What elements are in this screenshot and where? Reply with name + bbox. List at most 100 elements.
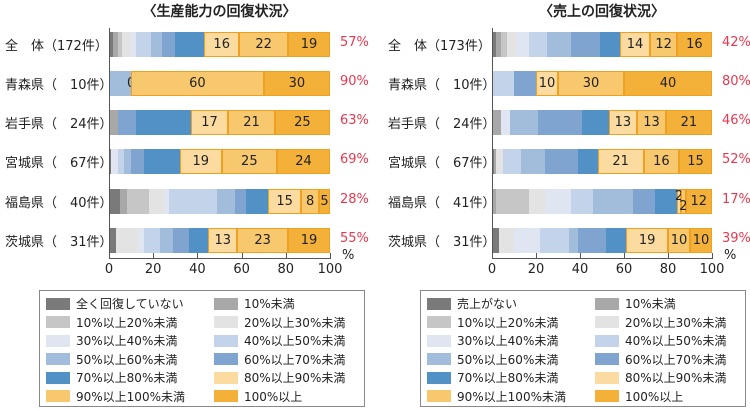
x-axis-line (492, 258, 713, 259)
x-tick (668, 253, 669, 258)
bar-value-label: 8 (305, 194, 315, 209)
bar-segment (514, 71, 536, 96)
bar-segment (288, 228, 330, 253)
legend-item: 90%以上100%未満 (46, 388, 185, 405)
legend-label: 10%未満 (244, 297, 295, 311)
legend-label: 90%以上100%未満 (76, 389, 185, 404)
legend-item: 90%以上100%未満 (427, 388, 566, 405)
bar-value-label: 19 (300, 37, 318, 52)
row-label: 福島県（ 40件） (5, 196, 113, 211)
legend-item: 70%以上80%未満 (46, 369, 177, 386)
row-label: 茨城県（ 31件） (5, 235, 113, 250)
bar-segment (496, 189, 530, 214)
x-tick-label: 80 (659, 262, 677, 277)
bar-value-label: 5 (320, 194, 329, 209)
bar-segment (109, 149, 112, 174)
bar-segment (676, 32, 712, 57)
bar-segment (496, 149, 503, 174)
legend-item: 10%未満 (214, 295, 295, 312)
x-tick (330, 253, 331, 258)
bar-value-label: 2 (679, 199, 688, 214)
x-unit-label: % (342, 248, 355, 263)
bar-value-label: 10 (692, 233, 710, 248)
x-tick-label: 60 (233, 262, 250, 277)
recovery-rate: 28% (340, 192, 369, 207)
bar-value-label: 2 (674, 189, 684, 204)
bar-segment (148, 189, 165, 214)
legend-swatch (427, 316, 451, 328)
bar-segment (509, 110, 539, 135)
bar-segment (608, 110, 638, 135)
bar-segment (654, 189, 677, 214)
bar-segment (685, 189, 712, 214)
row-label: 岩手県（ 24件） (388, 117, 496, 132)
legend-swatch (46, 371, 70, 384)
bar-segment (547, 32, 572, 57)
bar-segment (632, 189, 655, 214)
bar-segment (234, 189, 247, 214)
legend-swatch (595, 371, 619, 384)
legend-label: 90%以上100%未満 (457, 389, 566, 404)
legend-label: 80%以上90%未満 (244, 371, 346, 385)
bar-value-label: 13 (643, 115, 660, 130)
bar-segment (599, 32, 620, 57)
recovery-rate: 63% (340, 113, 369, 128)
bar-segment (492, 110, 501, 135)
legend-swatch (427, 371, 451, 384)
bar-segment (516, 32, 530, 57)
bar-segment (109, 189, 121, 214)
bar-value-label: 16 (653, 154, 670, 169)
bar-segment (124, 149, 132, 174)
bar-segment (558, 71, 624, 96)
bar-segment (492, 228, 499, 253)
recovery-rate: 52% (722, 152, 750, 167)
bar-segment (144, 228, 160, 253)
legend: 全く回復していない 10%未満 10%以上20%未満 20%以上30%未満 30%以上4… (39, 290, 365, 407)
bar-segment (626, 228, 668, 253)
legend-label: 50%以上60%未満 (76, 352, 178, 367)
bar-segment (492, 149, 495, 174)
bar-segment (135, 32, 151, 57)
legend-swatch (214, 371, 238, 384)
bar-value-label: 12 (655, 37, 672, 52)
bar-segment (507, 32, 517, 57)
bar-segment (650, 32, 677, 57)
x-tick-label: 0 (104, 262, 114, 277)
legend-item: 60%以上70%未満 (214, 351, 345, 368)
recovery-rate: 46% (722, 113, 750, 128)
bar-segment (159, 228, 174, 253)
row-label: 宮城県（ 67件） (388, 156, 496, 171)
bar-value-label: 30 (288, 76, 306, 91)
legend-item: 10%以上20%未満 (46, 314, 177, 331)
legend-swatch (214, 316, 238, 328)
bar-value-label: 19 (638, 233, 656, 248)
legend-item: 全く回復していない (46, 295, 184, 312)
legend-label: 50%以上60%未満 (457, 352, 559, 367)
legend-label: 全く回復していない (76, 297, 184, 311)
legend-label: 20%以上30%未満 (244, 315, 346, 330)
bar-segment (582, 110, 609, 135)
bar-segment (144, 149, 180, 174)
legend-label: 10%以上20%未満 (76, 315, 178, 330)
legend-label: 30%以上40%未満 (457, 334, 559, 348)
bar-segment (237, 228, 288, 253)
bar-value-label: 17 (201, 115, 218, 130)
bar-value-label: 21 (680, 115, 698, 130)
bar-value-label: 16 (213, 37, 230, 52)
legend-label: 100%以上 (625, 389, 684, 404)
bar-value-label: 12 (690, 194, 708, 209)
bar-segment (131, 149, 145, 174)
bar-value-label: 19 (300, 233, 318, 248)
legend-item: 50%以上60%未満 (46, 351, 177, 368)
bar-value-label: 13 (614, 115, 632, 130)
legend-item: 80%以上90%未満 (595, 369, 726, 386)
legend-label: 70%以上80%未満 (76, 371, 178, 385)
legend-item: 70%以上80%未満 (427, 369, 558, 386)
bar-segment (164, 189, 169, 214)
bar-segment (681, 189, 686, 214)
bar-segment (536, 71, 558, 96)
bar-value-label: 19 (192, 154, 209, 169)
x-tick (536, 253, 537, 258)
legend-item: 30%以上40%未満 (427, 332, 558, 349)
x-tick (197, 253, 199, 258)
